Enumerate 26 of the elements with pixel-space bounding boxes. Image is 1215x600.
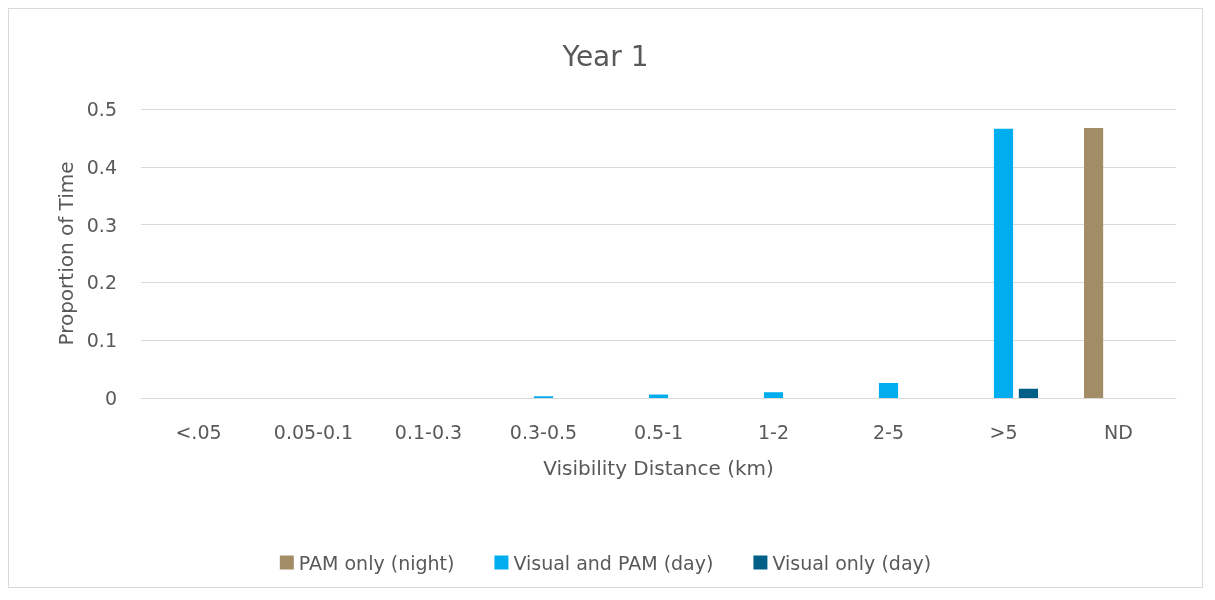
x-tick-label: 0.1-0.3 (394, 420, 463, 443)
legend-label: Visual and PAM (day) (513, 551, 714, 574)
y-tick-label: 0 (104, 387, 117, 409)
x-tick-label: >5 (989, 420, 1018, 443)
y-tick-label: 0.1 (86, 329, 117, 352)
x-tick-label: 0.5-1 (633, 420, 684, 443)
legend-label: Visual only (day) (772, 551, 932, 574)
legend-label: PAM only (night) (298, 551, 455, 574)
x-tick-label: 0.05-0.1 (273, 420, 354, 443)
x-tick-label: 0.3-0.5 (509, 420, 578, 443)
x-tick-label: 1-2 (757, 420, 790, 443)
y-tick-label: 0.2 (86, 271, 117, 294)
y-tick-label: 0.3 (86, 213, 117, 236)
x-tick-label: 2-5 (872, 420, 905, 443)
bar (993, 128, 1014, 398)
y-axis-title: Proportion of Time (53, 161, 78, 346)
x-tick-label: <.05 (175, 420, 222, 443)
y-tick-label: 0.4 (86, 155, 117, 178)
bar (1084, 128, 1104, 398)
x-tick-label: ND (1104, 420, 1133, 443)
bar (1018, 388, 1038, 398)
bar (878, 382, 899, 398)
x-axis-title: Visibility Distance (km) (543, 456, 774, 480)
bar (763, 392, 784, 398)
y-tick-label: 0.5 (86, 98, 117, 120)
chart-title: Year 1 (561, 39, 649, 73)
